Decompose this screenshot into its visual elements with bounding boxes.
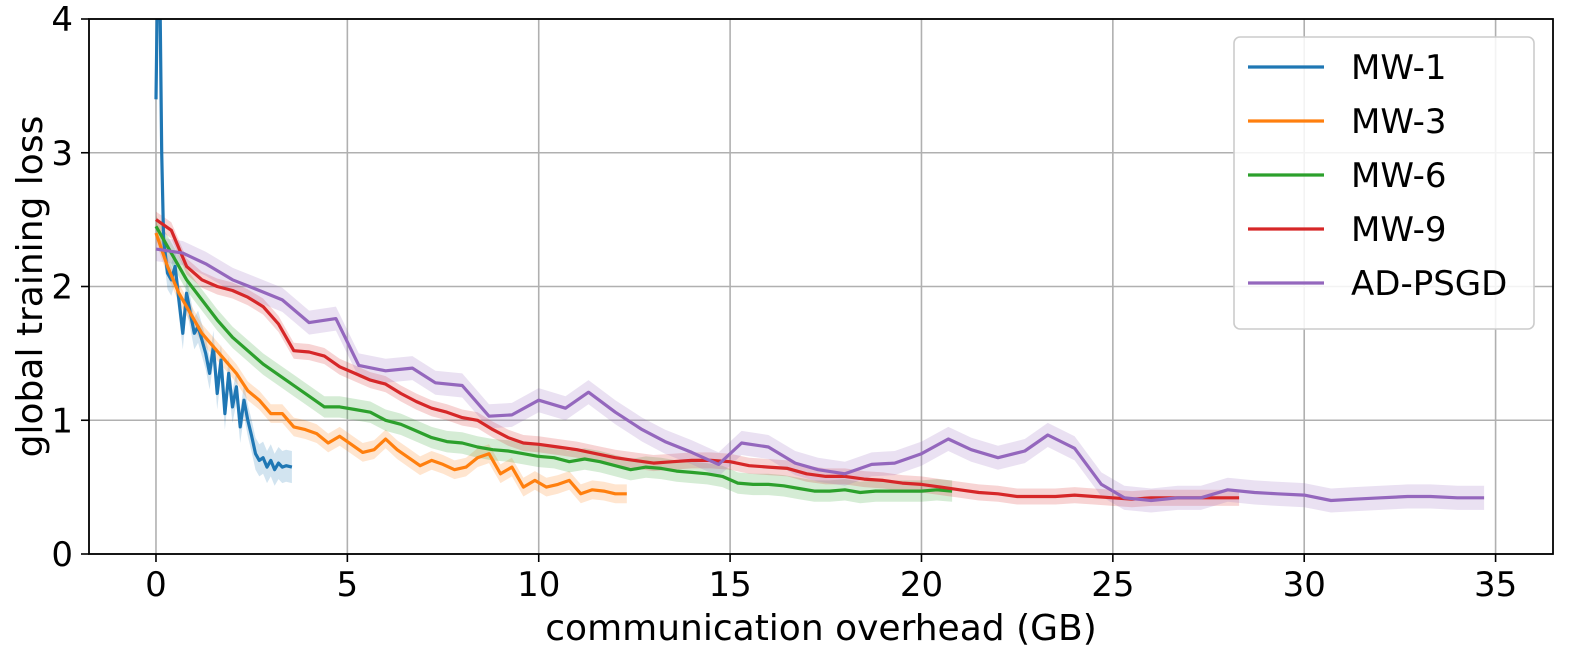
x-tick-label: 0 [145, 565, 167, 605]
x-tick-label: 15 [708, 565, 751, 605]
y-tick-label: 3 [51, 134, 73, 174]
legend-label-mw-9: MW-9 [1351, 210, 1446, 250]
series-lines [154, 19, 1485, 503]
y-axis-label: global training loss [10, 116, 51, 458]
legend: MW-1 MW-3 MW-6 MW-9 AD-PSGD [1233, 36, 1535, 330]
x-tick-label: 20 [900, 565, 943, 605]
line-ad-psgd [155, 247, 1485, 503]
line-mw-9 [155, 218, 1240, 501]
x-tick-label: 10 [517, 565, 560, 605]
y-tick-label: 0 [51, 535, 73, 575]
y-tick-label: 2 [51, 268, 73, 308]
x-tick-label: 25 [1091, 565, 1134, 605]
legend-label-mw-3: MW-3 [1351, 102, 1446, 142]
line-mw-3 [154, 232, 627, 496]
x-tick-label: 30 [1283, 565, 1326, 605]
band-mw-3 [156, 223, 627, 504]
x-tick-label: 35 [1474, 565, 1517, 605]
axis-ticks: 0 5 10 15 20 25 30 35 0 1 2 3 4 [51, 0, 1517, 605]
y-tick-label: 1 [51, 401, 73, 441]
legend-label-ad-psgd: AD-PSGD [1351, 264, 1507, 304]
y-tick-label: 4 [51, 0, 73, 40]
legend-label-mw-1: MW-1 [1351, 48, 1446, 88]
legend-label-mw-6: MW-6 [1351, 156, 1446, 196]
x-tick-label: 5 [337, 565, 359, 605]
legend-box [1233, 36, 1535, 330]
line-mw-6 [154, 225, 953, 495]
x-axis-label: communication overhead (GB) [545, 608, 1097, 649]
